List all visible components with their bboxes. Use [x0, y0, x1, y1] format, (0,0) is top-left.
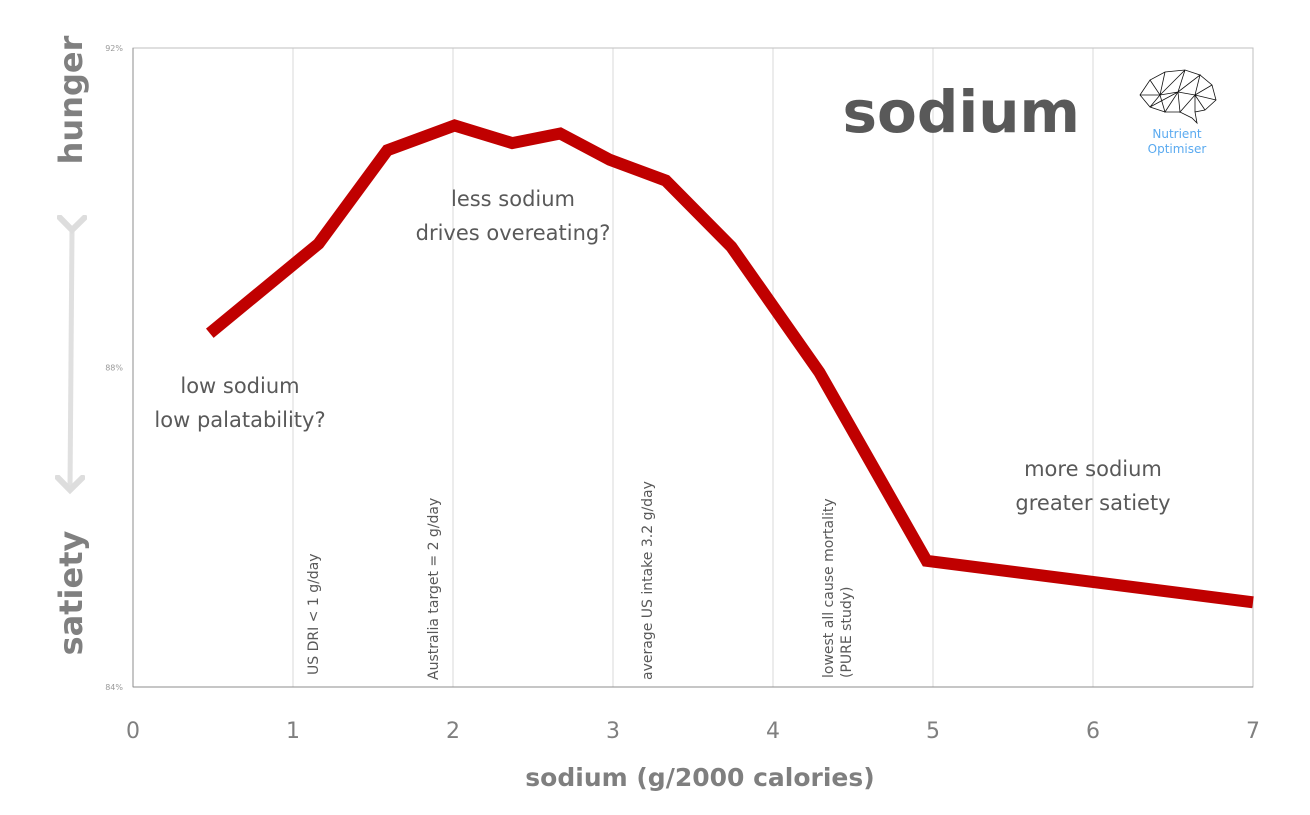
chart-title: sodium	[843, 78, 1081, 146]
plot-frame	[132, 47, 1254, 688]
x-tick-label: 3	[606, 719, 620, 744]
annotation-text: greater satiety	[1015, 491, 1170, 515]
y-label-satiety: satiety	[52, 530, 90, 655]
grid-lines	[292, 48, 1094, 687]
x-tick-label: 1	[286, 719, 300, 744]
y-tick-label: 92%	[105, 44, 123, 53]
y-tick-label: 88%	[105, 364, 123, 373]
x-axis-label: sodium (g/2000 calories)	[525, 763, 874, 792]
annotation-text: more sodium	[1024, 457, 1162, 481]
x-tick-label: 6	[1086, 719, 1100, 744]
logo: Nutrient Optimiser	[1139, 69, 1217, 156]
x-tick-label: 0	[126, 719, 140, 744]
reference-label: lowest all cause mortality	[821, 498, 837, 678]
reference-label: average US intake 3.2 g/day	[640, 481, 656, 680]
logo-text-line2: Optimiser	[1148, 142, 1207, 156]
annotation-text: drives overeating?	[416, 221, 611, 245]
annotation-text: low palatability?	[154, 408, 325, 432]
x-tick-label: 5	[926, 719, 940, 744]
annotation-text: low sodium	[180, 374, 299, 398]
x-tick-label: 7	[1246, 719, 1260, 744]
brain-icon	[1139, 69, 1217, 125]
logo-text-line1: Nutrient	[1152, 127, 1202, 141]
reference-label: US DRI < 1 g/day	[306, 553, 322, 675]
series-line-sodium	[205, 119, 1254, 609]
y-label-hunger: hunger	[52, 35, 90, 164]
series-points	[209, 125, 1254, 603]
reference-label: (PURE study)	[839, 587, 855, 678]
annotation-text: less sodium	[451, 187, 575, 211]
y-tick-label: 84%	[105, 683, 123, 692]
reference-label: Australia target = 2 g/day	[426, 498, 442, 680]
x-tick-label: 4	[766, 719, 780, 744]
x-tick-label: 2	[446, 719, 460, 744]
hunger-satiety-arrow-icon	[70, 230, 72, 490]
